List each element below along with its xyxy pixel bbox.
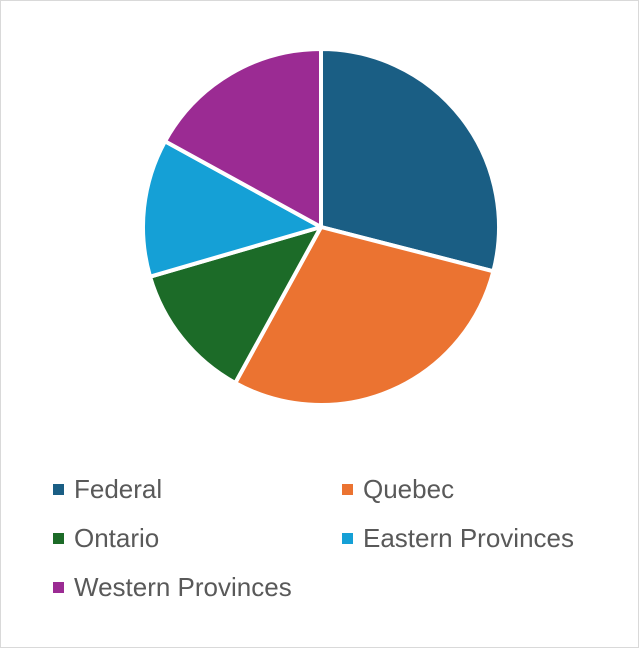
legend-item-quebec: Quebec [342, 474, 454, 504]
legend-label-eastern-provinces: Eastern Provinces [363, 523, 574, 553]
pie-slice-quebec [233, 225, 496, 407]
legend-label-ontario: Ontario [74, 523, 160, 553]
legend-swatch-western-provinces [53, 581, 64, 593]
pie-slice-eastern-provinces [141, 139, 323, 279]
legend-item-ontario: Ontario [53, 523, 159, 553]
legend-swatch-ontario [53, 532, 64, 544]
legend-label-quebec: Quebec [363, 474, 455, 504]
pie-slice-federal [319, 47, 501, 274]
legend-swatch-federal [53, 483, 64, 495]
legend-swatch-quebec [342, 483, 353, 495]
legend-item-western-provinces: Western Provinces [53, 572, 292, 602]
legend-label-western-provinces: Western Provinces [74, 572, 292, 602]
legend-item-federal: Federal [53, 474, 162, 504]
pie-slice-western-provinces [163, 47, 323, 229]
legend-item-eastern-provinces: Eastern Provinces [342, 523, 574, 553]
legend-label-federal: Federal [74, 474, 163, 504]
legend-swatch-eastern-provinces [342, 532, 353, 544]
